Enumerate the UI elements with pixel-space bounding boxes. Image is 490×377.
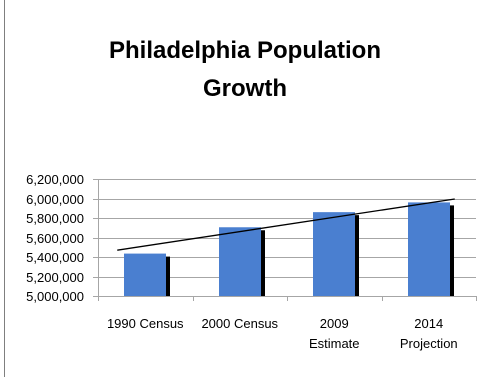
trendline bbox=[117, 198, 455, 251]
bar bbox=[408, 202, 450, 296]
bar bbox=[124, 253, 166, 296]
x-category-label: 2014 bbox=[414, 316, 443, 331]
bar bbox=[313, 212, 355, 296]
y-tick-label: 6,200,000 bbox=[26, 172, 84, 187]
y-tick-label: 6,000,000 bbox=[26, 192, 84, 207]
chart-title-line-1: Philadelphia Population bbox=[108, 37, 381, 64]
x-category-label: Estimate bbox=[309, 336, 360, 351]
x-category-label: 2000 Census bbox=[201, 316, 278, 331]
bar bbox=[219, 227, 261, 296]
chart-title-line-2: Growth bbox=[203, 75, 287, 102]
x-category-label: Projection bbox=[400, 336, 458, 351]
y-tick-label: 5,800,000 bbox=[26, 211, 84, 226]
y-tick-label: 5,200,000 bbox=[26, 270, 84, 285]
x-category-label: 2009 bbox=[320, 316, 349, 331]
y-tick-label: 5,400,000 bbox=[26, 250, 84, 265]
y-tick-label: 5,600,000 bbox=[26, 231, 84, 246]
y-tick-label: 5,000,000 bbox=[26, 289, 84, 304]
x-category-label: 1990 Census bbox=[107, 316, 184, 331]
